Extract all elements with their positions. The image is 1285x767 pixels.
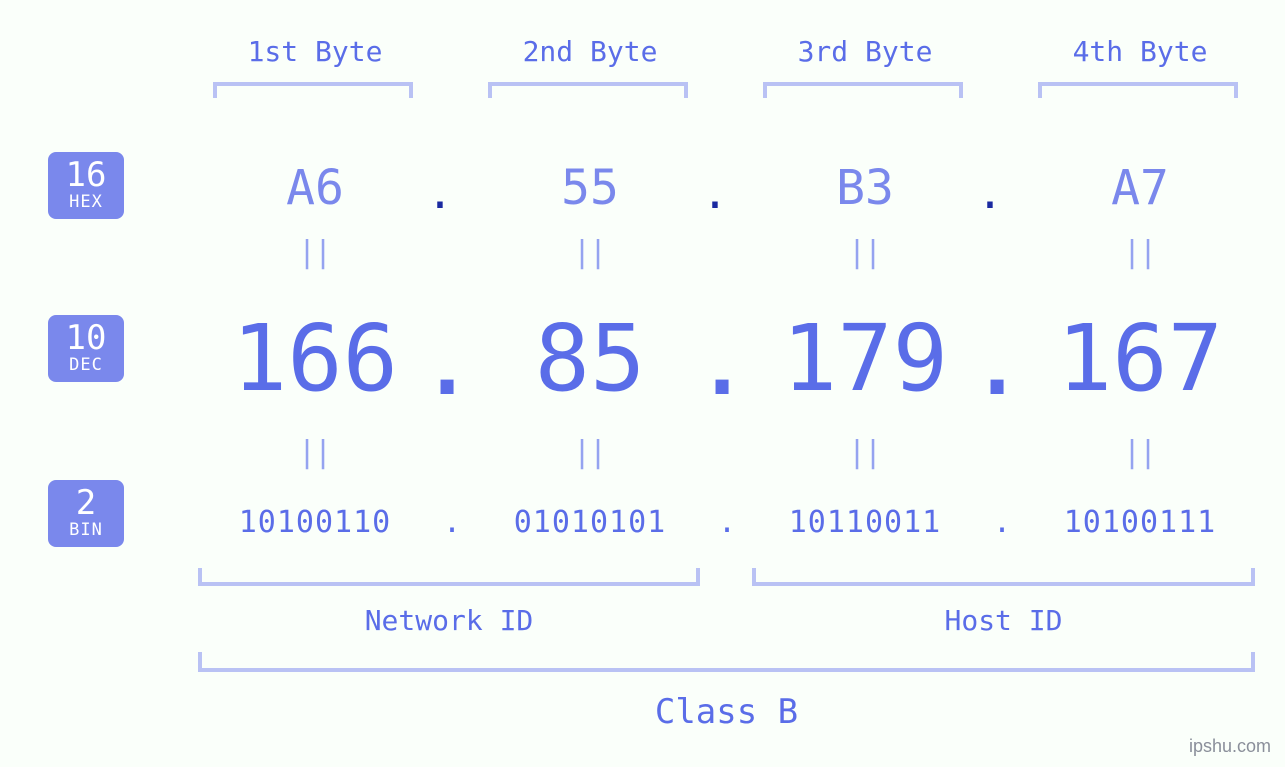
host-id-bracket [752,568,1255,586]
bin-byte-1: 10100110 [185,505,445,540]
badge-dec-label: DEC [48,357,124,374]
equals-hex-dec-3: || [848,235,878,270]
byte-heading-4: 4th Byte [1030,35,1250,68]
bin-byte-2: 01010101 [460,505,720,540]
network-id-bracket [198,568,700,586]
badge-bin: 2 BIN [48,480,124,547]
equals-dec-bin-2: || [573,435,603,470]
top-bracket-4 [1038,82,1238,98]
byte-heading-3: 3rd Byte [755,35,975,68]
top-bracket-1 [213,82,413,98]
dec-byte-3: 179 [735,305,995,412]
hex-dot-1: . [425,168,455,219]
bin-byte-4: 10100111 [1010,505,1270,540]
badge-dec: 10 DEC [48,315,124,382]
bin-byte-3: 10110011 [735,505,995,540]
dec-byte-4: 167 [1010,305,1270,412]
class-bracket [198,652,1255,672]
equals-hex-dec-4: || [1123,235,1153,270]
badge-dec-num: 10 [48,321,124,355]
equals-hex-dec-1: || [298,235,328,270]
badge-hex-label: HEX [48,194,124,211]
dec-dot-2: . [698,320,738,413]
equals-dec-bin-3: || [848,435,878,470]
hex-byte-1: A6 [205,160,425,216]
top-bracket-2 [488,82,688,98]
watermark: ipshu.com [1189,736,1271,757]
dec-dot-3: . [973,320,1013,413]
hex-byte-2: 55 [480,160,700,216]
hex-byte-3: B3 [755,160,975,216]
badge-bin-num: 2 [48,486,124,520]
badge-hex-num: 16 [48,158,124,192]
host-id-label: Host ID [752,604,1255,637]
dec-byte-2: 85 [460,305,720,412]
equals-hex-dec-2: || [573,235,603,270]
ip-diagram: 16 HEX 10 DEC 2 BIN 1st Byte 2nd Byte 3r… [0,0,1285,767]
dec-dot-1: . [423,320,463,413]
hex-dot-2: . [700,168,730,219]
hex-byte-4: A7 [1030,160,1250,216]
badge-hex: 16 HEX [48,152,124,219]
top-bracket-3 [763,82,963,98]
byte-heading-2: 2nd Byte [480,35,700,68]
equals-dec-bin-4: || [1123,435,1153,470]
dec-byte-1: 166 [185,305,445,412]
network-id-label: Network ID [198,604,700,637]
byte-heading-1: 1st Byte [205,35,425,68]
equals-dec-bin-1: || [298,435,328,470]
class-label: Class B [198,692,1255,732]
badge-bin-label: BIN [48,522,124,539]
hex-dot-3: . [975,168,1005,219]
